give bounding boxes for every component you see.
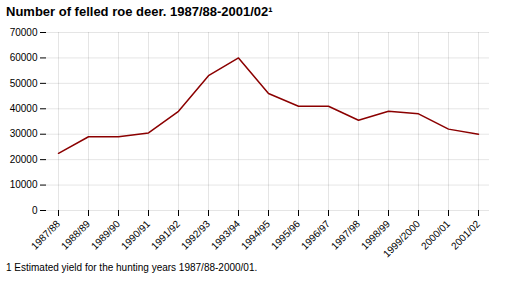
- svg-text:1989/90: 1989/90: [89, 218, 123, 252]
- svg-text:1995/96: 1995/96: [269, 218, 303, 252]
- svg-text:1990/91: 1990/91: [119, 218, 153, 252]
- svg-text:20000: 20000: [10, 154, 38, 165]
- svg-text:50000: 50000: [10, 78, 38, 89]
- html-text:Number of felled roe deer. 198: Number of felled roe deer. 1987/88-2001/…: [6, 4, 273, 19]
- svg-text:1987/88: 1987/88: [29, 218, 63, 252]
- html-text:1 Estimated yield for the hunt: 1 Estimated yield for the hunting years …: [6, 262, 258, 273]
- svg-text:1994/95: 1994/95: [239, 218, 273, 252]
- svg-text:70000: 70000: [10, 27, 38, 38]
- svg-text:40000: 40000: [10, 103, 38, 114]
- svg-text:10000: 10000: [10, 179, 38, 190]
- svg-text:1992/93: 1992/93: [179, 218, 213, 252]
- svg-text:0: 0: [32, 205, 38, 216]
- svg-text:1993/94: 1993/94: [209, 218, 243, 252]
- svg-text:1999/2000: 1999/2000: [381, 218, 423, 260]
- svg-text:1997/98: 1997/98: [329, 218, 363, 252]
- svg-text:1996/97: 1996/97: [299, 218, 333, 252]
- svg-text:2001/02: 2001/02: [449, 218, 483, 252]
- svg-text:1991/92: 1991/92: [149, 218, 183, 252]
- svg-text:1998/99: 1998/99: [358, 218, 393, 252]
- svg-text:1988/89: 1988/89: [59, 218, 93, 252]
- svg-text:60000: 60000: [10, 52, 38, 63]
- svg-text:30000: 30000: [10, 128, 38, 139]
- svg-text:2000/01: 2000/01: [419, 218, 453, 252]
